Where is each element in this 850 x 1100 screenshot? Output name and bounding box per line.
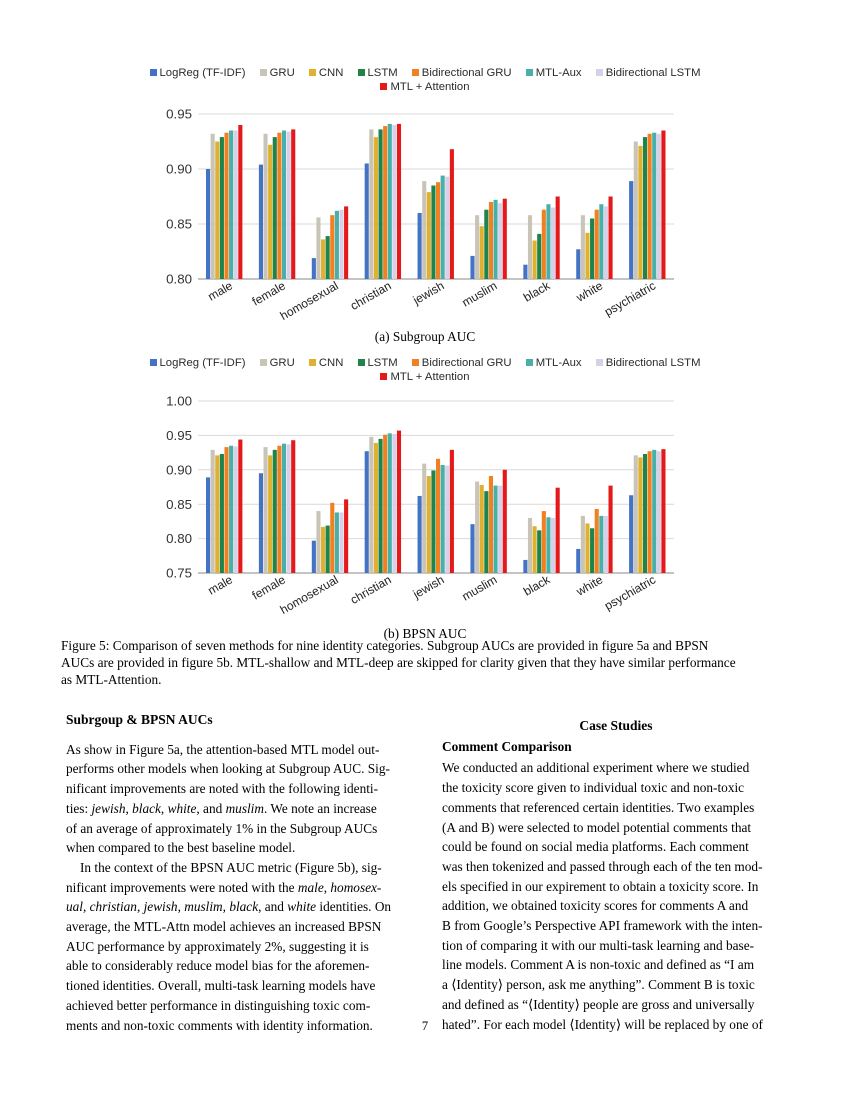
- svg-text:female: female: [250, 278, 288, 308]
- svg-text:psychiatric: psychiatric: [602, 572, 658, 612]
- svg-text:muslim: muslim: [459, 278, 499, 309]
- svg-text:0.75: 0.75: [166, 566, 192, 581]
- svg-text:female: female: [250, 572, 288, 602]
- svg-text:0.95: 0.95: [166, 107, 192, 122]
- svg-text:0.90: 0.90: [166, 462, 192, 477]
- svg-text:1.00: 1.00: [166, 394, 192, 409]
- svg-text:male: male: [205, 572, 235, 597]
- svg-text:white: white: [573, 572, 605, 599]
- svg-text:0.95: 0.95: [166, 428, 192, 443]
- svg-text:black: black: [521, 278, 553, 305]
- svg-text:0.90: 0.90: [166, 162, 192, 177]
- svg-text:0.85: 0.85: [166, 217, 192, 232]
- svg-text:0.85: 0.85: [166, 497, 192, 512]
- svg-text:homosexual: homosexual: [278, 572, 341, 616]
- svg-text:male: male: [205, 278, 235, 303]
- svg-text:psychiatric: psychiatric: [602, 278, 658, 318]
- svg-text:christian: christian: [348, 278, 394, 312]
- svg-text:homosexual: homosexual: [278, 278, 341, 322]
- svg-text:0.80: 0.80: [166, 272, 192, 287]
- svg-text:white: white: [573, 278, 605, 305]
- svg-text:jewish: jewish: [410, 278, 447, 307]
- svg-text:muslim: muslim: [459, 572, 499, 603]
- svg-text:christian: christian: [348, 572, 394, 606]
- svg-text:jewish: jewish: [410, 572, 447, 601]
- svg-text:black: black: [521, 572, 553, 599]
- svg-text:0.80: 0.80: [166, 531, 192, 546]
